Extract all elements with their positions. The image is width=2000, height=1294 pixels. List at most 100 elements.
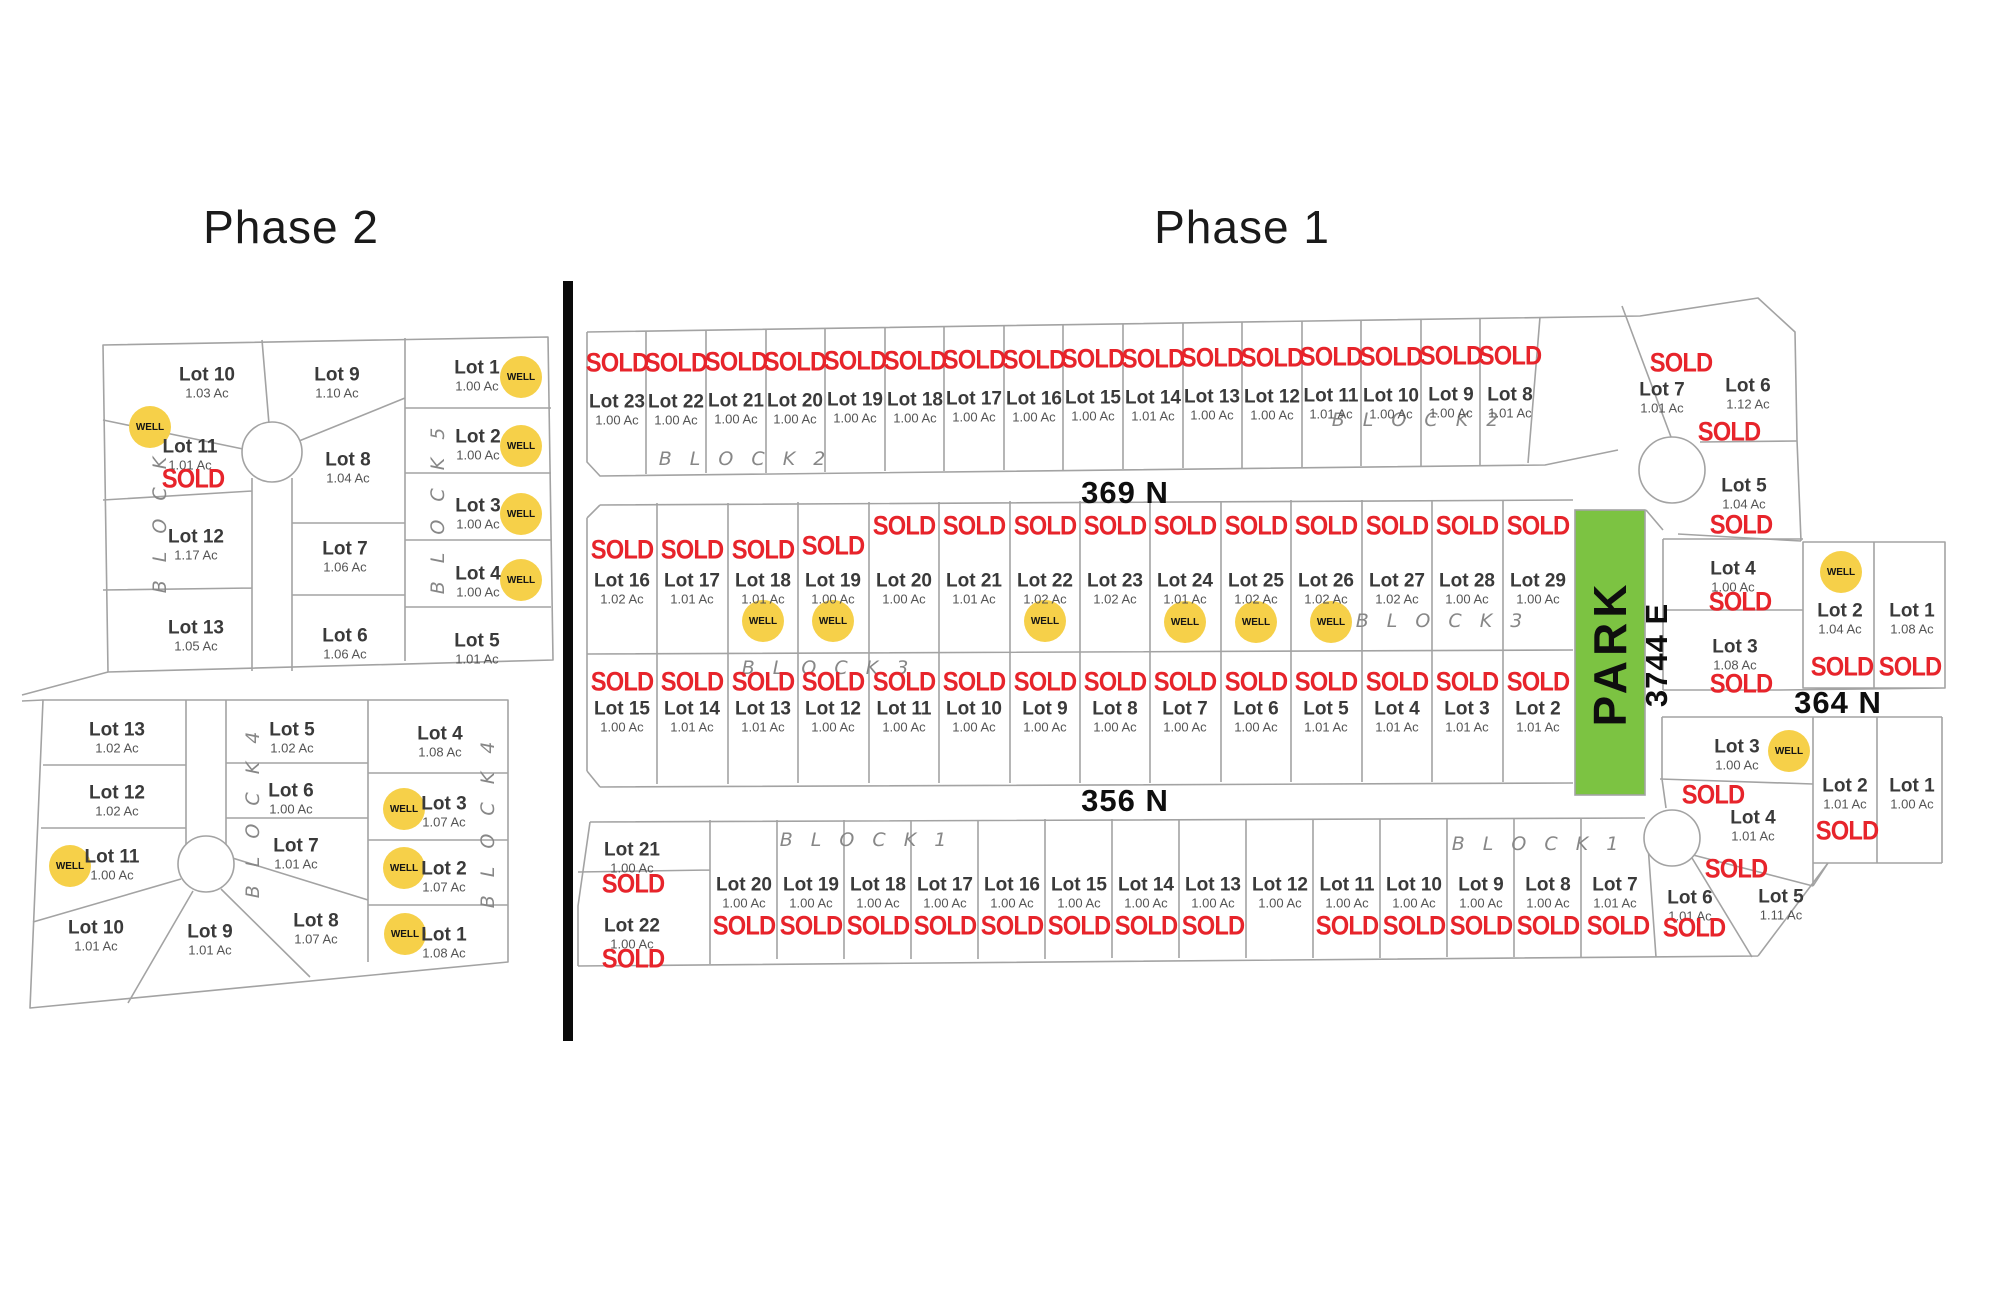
lot-label: Lot 18 1.00 Ac	[887, 390, 943, 426]
lot-name: Lot 4	[417, 723, 463, 745]
well-badge: WELL	[812, 600, 854, 642]
lot-label: Lot 24 1.01 Ac	[1157, 571, 1213, 607]
block-label: B L O C K 1	[779, 829, 953, 851]
lot-acreage: 1.00 Ac	[722, 895, 766, 911]
lot-label: Lot 7 1.01 Ac	[1592, 875, 1637, 911]
lot-acreage: 1.01 Ac	[1516, 719, 1560, 735]
lot-acreage: 1.01 Ac	[74, 938, 118, 954]
lot-name: Lot 4	[1374, 698, 1420, 720]
lot-name: Lot 1	[1889, 775, 1935, 797]
well-badge: WELL	[384, 913, 426, 955]
lot-name: Lot 6	[322, 625, 368, 647]
lot-name: Lot 2	[1817, 600, 1863, 622]
sold-badge: SOLD	[1365, 666, 1429, 697]
street-label: 356 N	[1081, 783, 1169, 818]
lot-label: Lot 17 1.00 Ac	[946, 388, 1002, 425]
lot-label: Lot 4 1.08 Ac	[417, 723, 463, 760]
sold-badge: SOLD	[823, 345, 887, 376]
sold-badge: SOLD	[1153, 510, 1217, 541]
lot-label: Lot 5 1.04 Ac	[1721, 476, 1766, 512]
lot-label: Lot 10 1.03 Ac	[179, 365, 235, 401]
phase1-block3-lines	[586, 499, 1646, 796]
lot-acreage: 1.01 Ac	[670, 719, 714, 735]
lot-label: Lot 14 1.01 Ac	[1125, 388, 1181, 424]
lot-label: Lot 12 1.00 Ac	[805, 699, 861, 735]
lot-label: Lot 22 1.00 Ac	[648, 392, 704, 428]
lot-name: Lot 13	[89, 719, 145, 741]
well-badge: WELL	[1820, 551, 1862, 593]
lot-label: Lot 7 1.01 Ac	[1639, 380, 1684, 416]
lot-label: Lot 5 1.01 Ac	[1303, 699, 1348, 735]
lot-acreage: 1.02 Ac	[95, 740, 139, 756]
lot-label: Lot 8 1.00 Ac	[1092, 699, 1137, 735]
lot-label: Lot 11 1.01 Ac	[163, 437, 218, 473]
lot-acreage: 1.01 Ac	[1488, 405, 1532, 421]
lot-name: Lot 2	[455, 426, 501, 448]
lot-name: Lot 3	[421, 793, 467, 815]
lot-label: Lot 1 1.08 Ac	[421, 925, 466, 961]
lot-label: Lot 1 1.00 Ac	[1889, 775, 1935, 812]
sold-badge: SOLD	[585, 347, 649, 378]
lot-label: Lot 6 1.06 Ac	[322, 625, 368, 662]
lot-name: Lot 27	[1369, 570, 1425, 592]
lot-acreage: 1.00 Ac	[1057, 895, 1101, 911]
lot-name: Lot 1	[454, 357, 500, 379]
well-badge: WELL	[129, 406, 171, 448]
block-label: B L O C K 1	[1451, 833, 1625, 855]
lot-label: Lot 21 1.01 Ac	[946, 571, 1002, 607]
well-badge: WELL	[1768, 730, 1810, 772]
lot-acreage: 1.00 Ac	[811, 591, 855, 607]
lot-acreage: 1.00 Ac	[1715, 757, 1759, 773]
lot-name: Lot 3	[1712, 636, 1758, 658]
sold-badge: SOLD	[1810, 651, 1874, 682]
sold-badge: SOLD	[1709, 509, 1773, 540]
lot-acreage: 1.11 Ac	[1759, 907, 1803, 923]
lot-acreage: 1.01 Ac	[741, 719, 785, 735]
lot-acreage: 1.05 Ac	[174, 638, 218, 654]
lot-acreage: 1.00 Ac	[923, 895, 967, 911]
block-label: B L O C K 4	[242, 725, 264, 899]
lot-acreage: 1.01 Ac	[455, 651, 499, 667]
lot-name: Lot 9	[187, 921, 233, 943]
lot-name: Lot 23	[589, 391, 645, 413]
block-label: B L O C K 3	[1355, 610, 1529, 632]
lot-label: Lot 9 1.10 Ac	[314, 365, 359, 401]
lot-name: Lot 17	[946, 388, 1002, 410]
lot-label: Lot 19 1.00 Ac	[783, 875, 839, 911]
lot-label: Lot 6 1.12 Ac	[1725, 376, 1770, 412]
sold-badge: SOLD	[1315, 910, 1379, 941]
sold-badge: SOLD	[1815, 815, 1879, 846]
lot-acreage: 1.00 Ac	[1445, 591, 1489, 607]
lot-acreage: 1.00 Ac	[1459, 895, 1503, 911]
lot-name: Lot 20	[876, 570, 932, 592]
lot-label: Lot 7 1.01 Ac	[273, 836, 318, 872]
lot-name: Lot 4	[1710, 558, 1756, 580]
lot-name: Lot 28	[1439, 570, 1495, 592]
lot-name: Lot 11	[1303, 385, 1359, 407]
lot-label: Lot 11 1.01 Ac	[1303, 385, 1359, 422]
lot-name: Lot 5	[454, 630, 500, 652]
lot-label: Lot 12 1.02 Ac	[89, 783, 145, 819]
lot-acreage: 1.07 Ac	[422, 814, 466, 830]
sold-badge: SOLD	[712, 910, 776, 941]
sold-badge: SOLD	[1516, 910, 1580, 941]
lot-label: Lot 7 1.00 Ac	[1162, 699, 1207, 735]
street-label: 3744 E	[1639, 602, 1674, 708]
lot-acreage: 1.01 Ac	[1593, 895, 1637, 911]
lot-name: Lot 16	[594, 570, 650, 592]
sold-badge: SOLD	[1294, 666, 1358, 697]
lot-name: Lot 2	[1515, 698, 1561, 720]
sold-badge: SOLD	[872, 510, 936, 541]
lot-label: Lot 9 1.00 Ac	[1428, 385, 1473, 421]
sold-badge: SOLD	[942, 666, 1006, 697]
lot-label: Lot 3 1.01 Ac	[1444, 699, 1489, 735]
sold-badge: SOLD	[1294, 510, 1358, 541]
lot-acreage: 1.00 Ac	[990, 895, 1034, 911]
sold-badge: SOLD	[1121, 343, 1185, 374]
lot-acreage: 1.00 Ac	[1093, 719, 1137, 735]
lot-label: Lot 19 1.00 Ac	[827, 390, 883, 426]
lot-acreage: 1.01 Ac	[1309, 406, 1353, 422]
sold-badge: SOLD	[1435, 666, 1499, 697]
lot-label: Lot 9 1.00 Ac	[1022, 699, 1067, 735]
lot-label: Lot 5 1.02 Ac	[269, 720, 314, 756]
